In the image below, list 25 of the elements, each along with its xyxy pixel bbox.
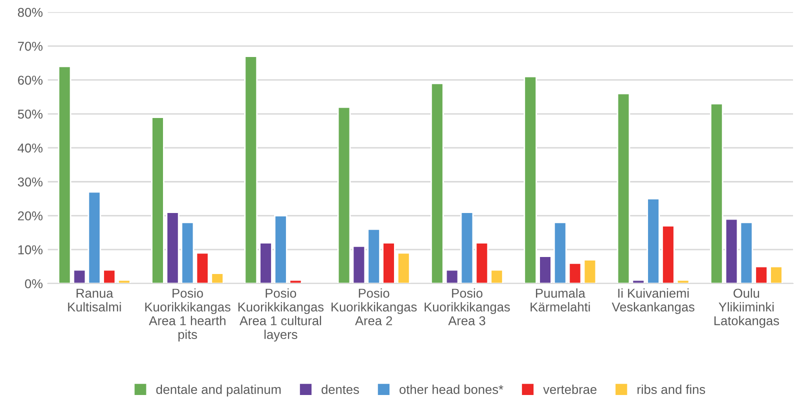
- y-tick-label: 80%: [18, 8, 43, 17]
- x-tick-label: Posio Kuorikkikangas Area 1 cultural layers: [238, 288, 324, 342]
- bar: [583, 259, 597, 284]
- y-tick-label: 20%: [18, 211, 43, 220]
- legend-label: ribs and fins: [638, 384, 706, 394]
- y-tick-label: 0%: [24, 279, 43, 288]
- y-tick-label: 70%: [18, 42, 43, 51]
- y-tick-label: 50%: [18, 110, 43, 119]
- bar: [58, 66, 72, 284]
- legend-label: vertebrae: [543, 384, 596, 394]
- y-tick-label: 10%: [18, 245, 43, 254]
- x-tick-label: Posio Kuorikkikangas Area 2: [332, 288, 417, 326]
- x-tick-label: Posio Kuorikkikangas Area 3: [424, 288, 510, 326]
- y-tick-label: 40%: [18, 144, 43, 153]
- x-tick-label: Posio Kuorikkikangas Area 1 hearth pits: [145, 288, 230, 342]
- legend-label: other head bones*: [400, 384, 504, 394]
- y-tick-label: 30%: [18, 177, 43, 186]
- legend-label: dentes: [322, 384, 359, 394]
- x-tick-label: Ranua Kultisalmi: [68, 288, 121, 312]
- x-tick-label: Ii Kuivaniemi Veskankangas: [612, 288, 694, 314]
- y-tick-label: 60%: [18, 76, 43, 85]
- legend-label: dentale and palatinum: [156, 384, 281, 397]
- x-tick-label: Puumala Kärmelahti: [530, 288, 590, 312]
- x-tick-label: Oulu Ylikiiminki Latokangas: [714, 288, 780, 328]
- bar: [337, 106, 351, 284]
